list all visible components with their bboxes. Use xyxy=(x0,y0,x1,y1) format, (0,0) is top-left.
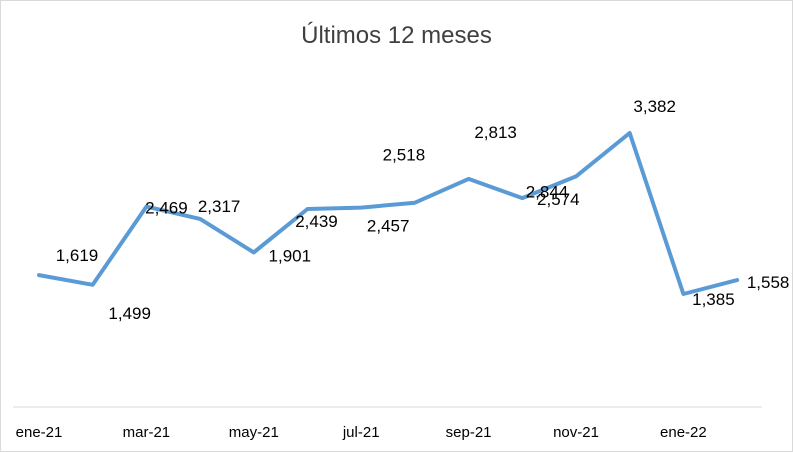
data-label: 2,844 xyxy=(526,182,569,201)
x-tick-label: mar-21 xyxy=(123,424,171,441)
chart-title: Últimos 12 meses xyxy=(301,22,492,49)
data-label: 1,499 xyxy=(108,304,151,323)
data-label: 2,439 xyxy=(295,212,338,231)
data-label: 3,382 xyxy=(633,97,676,116)
data-label: 2,317 xyxy=(198,197,241,216)
data-label: 1,619 xyxy=(56,246,99,265)
x-tick-label: may-21 xyxy=(229,424,279,441)
data-label: 1,901 xyxy=(269,246,312,265)
data-label: 2,574 xyxy=(537,190,580,209)
x-tick-label: sep-21 xyxy=(446,424,492,441)
data-label: 1,385 xyxy=(692,290,735,309)
x-tick-label: jul-21 xyxy=(342,424,380,441)
data-label: 2,518 xyxy=(383,146,426,165)
series-line xyxy=(37,131,740,296)
x-tick-label: ene-22 xyxy=(660,424,707,441)
data-label: 2,813 xyxy=(474,123,517,142)
data-label: 2,457 xyxy=(367,217,410,236)
data-label: 1,558 xyxy=(747,273,790,292)
x-tick-label: ene-21 xyxy=(16,424,63,441)
x-tick-label: nov-21 xyxy=(553,424,599,441)
data-label: 2,469 xyxy=(145,199,188,218)
